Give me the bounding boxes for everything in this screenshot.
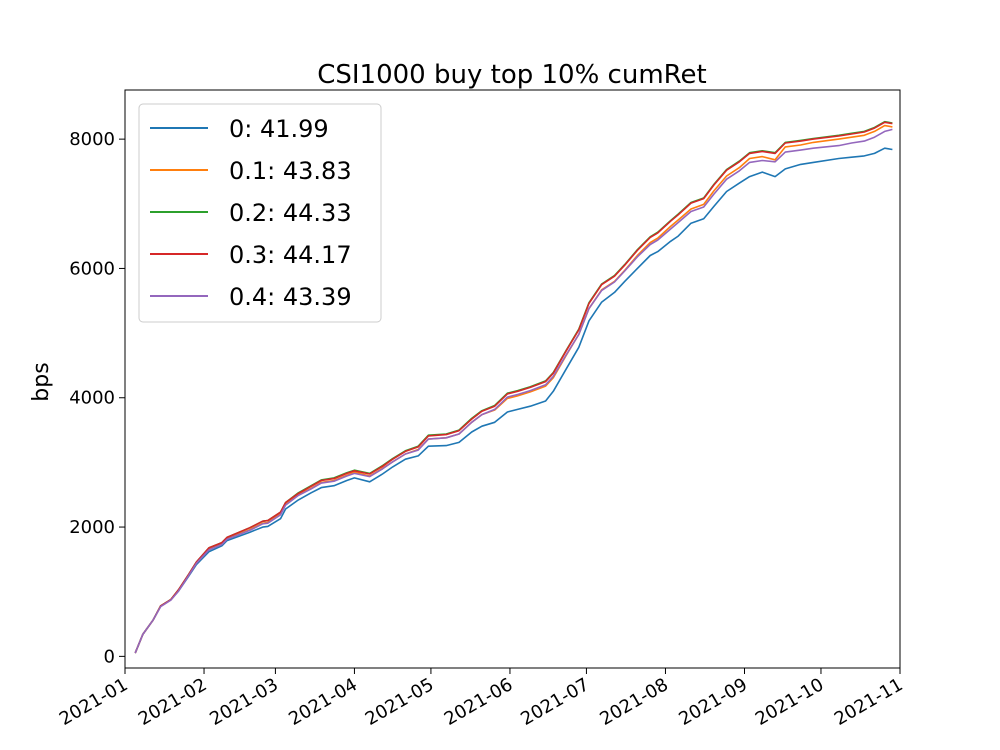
- series-line-3: [134, 121, 893, 654]
- series-line-0: [134, 147, 893, 654]
- y-tick-label: 6000: [69, 258, 115, 279]
- legend-label-4: 0.4: 43.39: [229, 283, 352, 311]
- y-tick-label: 8000: [69, 129, 115, 150]
- series-line-4: [134, 128, 893, 654]
- y-tick-label: 2000: [69, 517, 115, 538]
- plot-area-frame: [124, 89, 901, 669]
- series-layer: [134, 120, 893, 654]
- legend-label-1: 0.1: 43.83: [229, 157, 352, 185]
- legend-box: [138, 103, 382, 323]
- legend-label-2: 0.2: 44.33: [229, 199, 352, 227]
- y-axis: 0 2000 4000 6000 8000: [69, 129, 125, 667]
- legend-label-0: 0: 41.99: [229, 115, 329, 143]
- chart-title: CSI1000 buy top 10% cumRet: [317, 60, 707, 90]
- legend: 0: 41.99 0.1: 43.83 0.2: 44.33 0.3: 44.17 0.…: [138, 103, 382, 323]
- legend-label-3: 0.3: 44.17: [229, 241, 352, 269]
- y-tick-label: 0: [104, 646, 115, 667]
- y-axis-label: bps: [29, 362, 54, 401]
- y-tick-label: 4000: [69, 388, 115, 409]
